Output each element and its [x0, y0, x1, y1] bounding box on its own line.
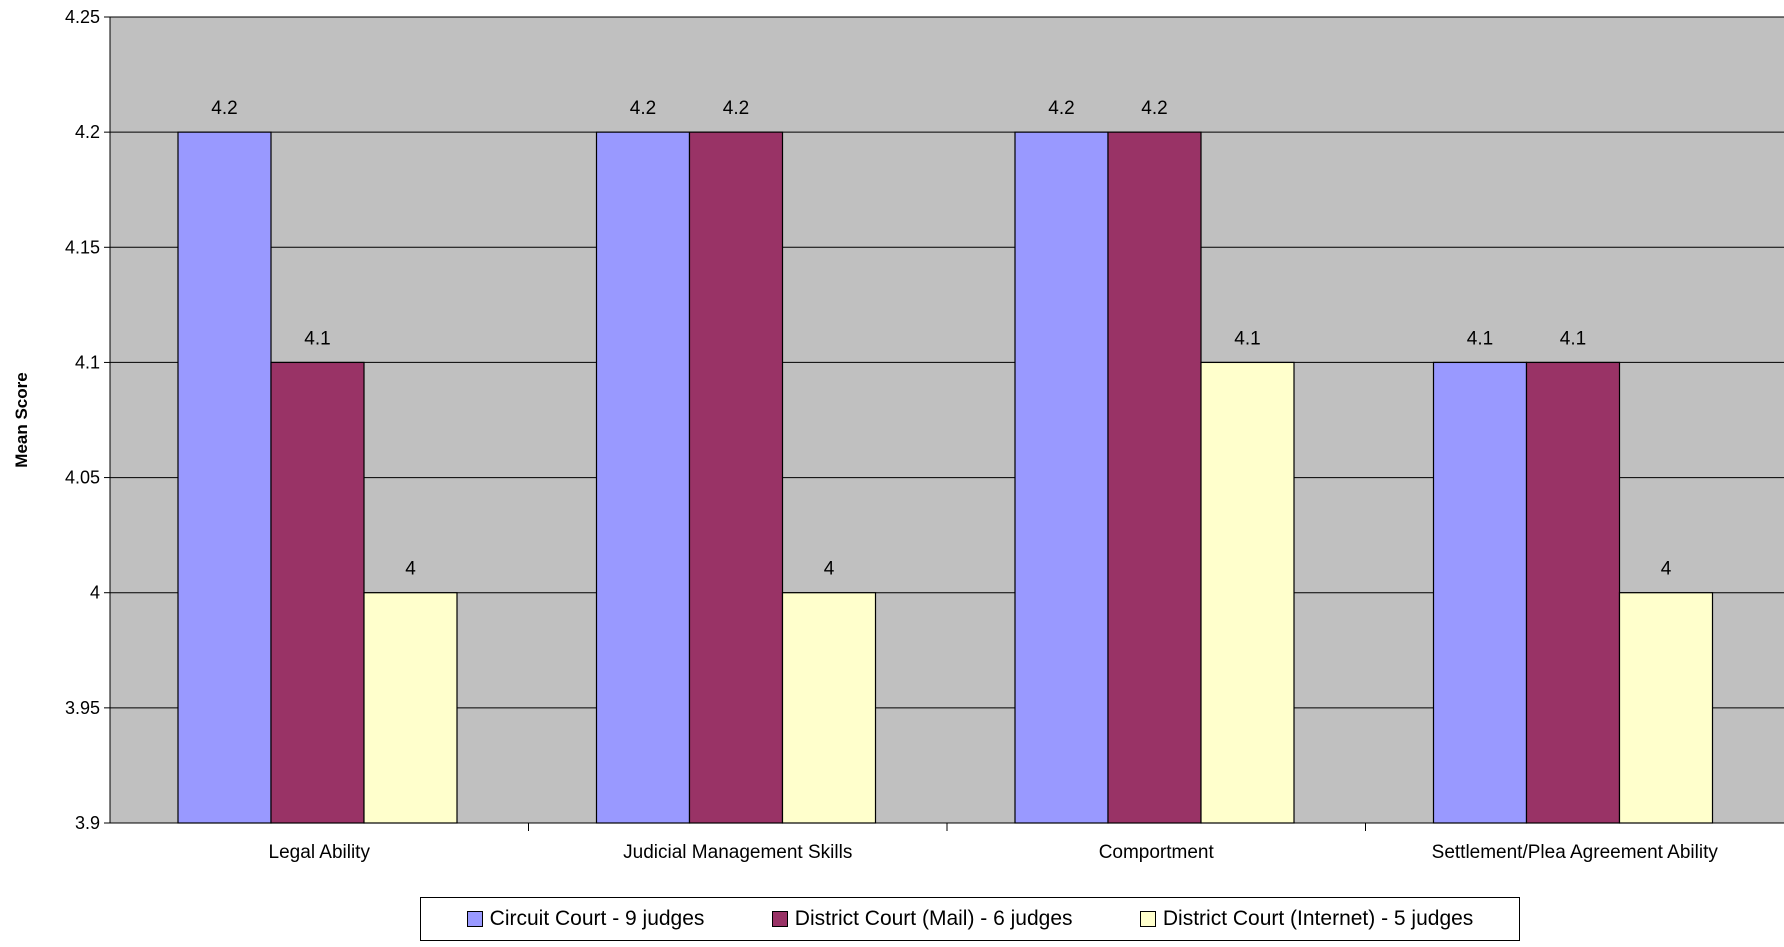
data-label: 4.1 [1234, 328, 1260, 349]
data-label: 4.2 [723, 98, 749, 119]
legend-swatch-circuit-court [466, 911, 483, 927]
legend-label: District Court (Internet) - 5 judges [1162, 907, 1474, 930]
bar-district-mail [1525, 361, 1621, 824]
y-tick-label: 3.95 [65, 698, 100, 718]
data-label: 4.2 [211, 98, 237, 119]
bar-district-mail [270, 361, 365, 824]
bar-district-internet [363, 592, 458, 824]
data-label: 4 [405, 559, 416, 580]
x-category-label: Judicial Management Skills [623, 842, 852, 863]
data-label: 4.2 [1048, 98, 1074, 119]
data-labels: 4.2 4.1 4 4.2 4.2 4 4.2 4.2 4.1 4.1 4.1 4 [211, 98, 1671, 580]
legend-label: Circuit Court - 9 judges [489, 907, 705, 930]
legend: Circuit Court - 9 judges District Court … [420, 897, 1520, 941]
legend-item-district-court-internet: District Court (Internet) - 5 judges [1139, 907, 1474, 931]
axes [104, 16, 1784, 831]
y-tick-label: 4.2 [75, 122, 100, 142]
bar-district-internet [781, 592, 877, 824]
x-category-label: Legal Ability [269, 842, 371, 863]
data-label: 4.2 [1141, 98, 1167, 119]
y-tick-label: 3.9 [75, 813, 100, 833]
bar-district-mail [1107, 131, 1202, 824]
data-label: 4.1 [1467, 328, 1493, 349]
bar-circuit [1432, 361, 1528, 824]
y-tick-label: 4.15 [65, 237, 100, 257]
x-category-labels: Legal Ability Judicial Management Skills C… [269, 842, 1719, 863]
x-category-label: Settlement/Plea Agreement Ability [1432, 842, 1719, 863]
bar-circuit [1014, 131, 1109, 824]
y-tick-labels: 3.9 3.95 4 4.05 4.1 4.15 4.2 4.25 [65, 7, 100, 833]
data-label: 4.1 [304, 328, 330, 349]
legend-item-circuit-court: Circuit Court - 9 judges [466, 907, 705, 931]
bar-district-mail [688, 131, 784, 824]
data-label: 4 [824, 559, 835, 580]
bars [177, 131, 1714, 824]
bar-district-internet [1200, 361, 1295, 824]
y-tick-label: 4.1 [75, 352, 100, 372]
y-tick-label: 4 [90, 583, 100, 603]
legend-item-district-court-mail: District Court (Mail) - 6 judges [771, 907, 1073, 931]
bar-circuit [595, 131, 691, 824]
x-category-label: Comportment [1099, 842, 1215, 863]
y-axis-label: Mean Score [12, 372, 31, 467]
data-label: 4.2 [630, 98, 656, 119]
legend-swatch-district-court-internet [1139, 911, 1156, 927]
y-tick-label: 4.05 [65, 468, 100, 488]
legend-swatch-district-court-mail [771, 911, 788, 927]
y-tick-label: 4.25 [65, 7, 100, 27]
data-label: 4 [1661, 559, 1672, 580]
legend-label: District Court (Mail) - 6 judges [794, 907, 1073, 930]
bar-district-internet [1618, 592, 1714, 824]
bar-circuit [177, 131, 272, 824]
data-label: 4.1 [1560, 328, 1586, 349]
